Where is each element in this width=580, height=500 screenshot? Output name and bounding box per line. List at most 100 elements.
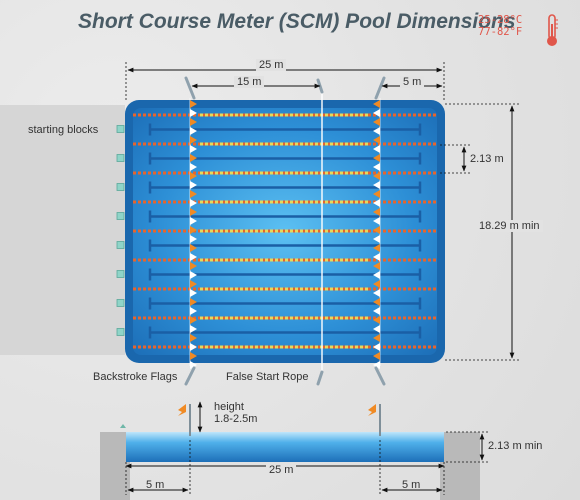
backstroke-flag [190, 145, 197, 153]
backstroke-flag [190, 271, 197, 279]
backstroke-flag [373, 352, 380, 360]
deck-right [440, 432, 480, 500]
label-false-start-rope: False Start Rope [226, 371, 309, 383]
starting-block [116, 241, 125, 249]
backstroke-flag [190, 190, 197, 198]
backstroke-flag [190, 307, 197, 315]
backstroke-flag [373, 145, 380, 153]
backstroke-flag [373, 163, 380, 171]
temperature-fahrenheit: 77-82°F [478, 26, 523, 38]
backstroke-flag [190, 316, 197, 324]
backstroke-flag [373, 280, 380, 288]
pole-bottom-rope [316, 370, 324, 386]
starting-block [116, 154, 125, 162]
backstroke-flag [190, 235, 197, 243]
backstroke-flag [373, 343, 380, 351]
backstroke-flag [373, 136, 380, 144]
backstroke-flag [373, 154, 380, 162]
label-15m: 15 m [234, 76, 265, 88]
side-water [126, 432, 444, 462]
backstroke-flag [373, 289, 380, 297]
backstroke-flag [190, 136, 197, 144]
pole-top-left [184, 76, 196, 100]
shadow-left [0, 105, 125, 355]
backstroke-flag [373, 253, 380, 261]
backstroke-flag [190, 226, 197, 234]
temperature-celsius: 25-28°C [478, 14, 523, 26]
backstroke-flag [373, 217, 380, 225]
backstroke-flag [190, 298, 197, 306]
backstroke-flag [190, 199, 197, 207]
backstroke-flag [373, 235, 380, 243]
pole-bottom-left [184, 366, 196, 386]
label-side-5m-left: 5 m [146, 479, 165, 491]
backstroke-flag [373, 127, 380, 135]
side-flag-left [178, 404, 186, 416]
side-block [120, 424, 126, 428]
backstroke-flag [190, 325, 197, 333]
starting-blocks [116, 125, 125, 336]
backstroke-flag [190, 154, 197, 162]
backstroke-flag [373, 172, 380, 180]
side-flag-right [368, 404, 376, 416]
backstroke-flag [373, 190, 380, 198]
backstroke-flag [190, 217, 197, 225]
starting-block [116, 270, 125, 278]
backstroke-flag [373, 244, 380, 252]
backstroke-flag [373, 271, 380, 279]
backstroke-flag [190, 253, 197, 261]
backstroke-flag [373, 307, 380, 315]
backstroke-flag [373, 100, 380, 108]
backstroke-flag [190, 352, 197, 360]
thermometer-icon [547, 14, 558, 46]
lane-lines [133, 113, 437, 349]
label-side-length: 25 m [266, 464, 297, 476]
backstroke-flag [373, 316, 380, 324]
backstroke-flags [190, 100, 380, 369]
backstroke-flag [373, 181, 380, 189]
starting-block [116, 299, 125, 307]
backstroke-flag [190, 361, 197, 369]
backstroke-flag [373, 298, 380, 306]
label-flag-height: height [214, 401, 244, 413]
page-title: Short Course Meter (SCM) Pool Dimensions [78, 10, 516, 33]
deck-left [100, 432, 130, 500]
backstroke-flag [190, 280, 197, 288]
label-length: 25 m [256, 59, 287, 71]
backstroke-flag [373, 262, 380, 270]
backstroke-flag [373, 199, 380, 207]
backstroke-flag [373, 334, 380, 342]
starting-block [116, 212, 125, 220]
backstroke-flag [190, 343, 197, 351]
backstroke-flag [373, 109, 380, 117]
backstroke-flag [373, 118, 380, 126]
backstroke-flag [190, 181, 197, 189]
label-side-5m-right: 5 m [402, 479, 421, 491]
starting-block [116, 328, 125, 336]
backstroke-flag [190, 109, 197, 117]
pole-top-right [374, 76, 386, 100]
backstroke-flag [373, 208, 380, 216]
backstroke-flag [190, 163, 197, 171]
label-lane-width: 2.13 m [470, 153, 504, 165]
label-width: 18.29 m min [476, 220, 543, 232]
label-backstroke-flags: Backstroke Flags [93, 371, 178, 383]
backstroke-flag [190, 118, 197, 126]
backstroke-flag [373, 325, 380, 333]
label-5m-top: 5 m [400, 76, 425, 88]
backstroke-flag [190, 262, 197, 270]
backstroke-flag [190, 208, 197, 216]
label-depth: 2.13 m min [488, 440, 543, 452]
backstroke-flag [373, 226, 380, 234]
pole-bottom-right [374, 366, 386, 386]
backstroke-flag [373, 361, 380, 369]
backstroke-flag [190, 100, 197, 108]
backstroke-flag [190, 172, 197, 180]
label-flag-height-value: 1.8-2.5m [214, 413, 258, 425]
label-starting-blocks: starting blocks [28, 124, 99, 136]
starting-block [116, 125, 125, 133]
backstroke-flag [190, 127, 197, 135]
starting-block [116, 183, 125, 191]
backstroke-flag [190, 334, 197, 342]
